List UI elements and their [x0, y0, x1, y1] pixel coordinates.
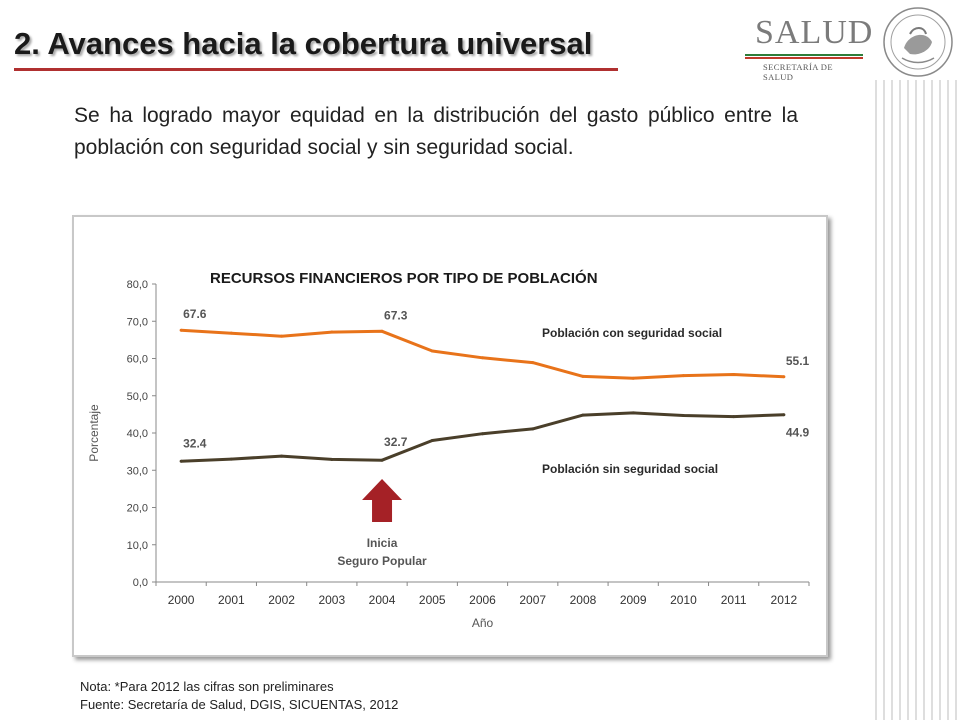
x-tick-label: 2006: [469, 593, 496, 607]
data-label: 55.1: [786, 354, 810, 368]
x-axis-title: Año: [472, 616, 494, 630]
data-point-con-seguridad: [531, 361, 535, 365]
data-point-con-seguridad: [782, 375, 786, 379]
x-tick-label: 2004: [369, 593, 396, 607]
logo-subtitle: SECRETARÍA DE SALUD: [763, 62, 833, 82]
data-point-sin-seguridad: [229, 457, 233, 461]
x-tick-label: 2000: [168, 593, 195, 607]
data-label: 32.4: [183, 436, 207, 450]
y-tick-label: 50,0: [127, 391, 148, 403]
x-tick-label: 2008: [570, 593, 597, 607]
y-tick-label: 10,0: [127, 540, 148, 552]
data-point-sin-seguridad: [179, 459, 183, 463]
y-axis-title: Porcentaje: [87, 404, 101, 462]
data-label: 67.3: [384, 308, 408, 322]
y-tick-label: 70,0: [127, 316, 148, 328]
data-point-sin-seguridad: [330, 457, 334, 461]
note-text: Nota: *Para 2012 las cifras son prelimin…: [80, 679, 334, 694]
logo-stripe-red: [745, 57, 863, 59]
annotation-line1: Inicia: [367, 536, 398, 550]
data-point-sin-seguridad: [531, 427, 535, 431]
salud-logo: SALUD SECRETARÍA DE SALUD: [745, 12, 872, 82]
intro-text: Se ha logrado mayor equidad en la distri…: [74, 104, 798, 159]
x-tick-label: 2011: [721, 593, 747, 607]
y-tick-label: 0,0: [133, 577, 148, 589]
data-point-con-seguridad: [229, 331, 233, 335]
x-tick-label: 2003: [318, 593, 345, 607]
legend-label-con-seguridad: Población con seguridad social: [542, 326, 722, 340]
data-point-sin-seguridad: [430, 438, 434, 442]
legend-label-sin-seguridad: Población sin seguridad social: [542, 462, 718, 476]
data-point-sin-seguridad: [280, 454, 284, 458]
data-point-con-seguridad: [631, 376, 635, 380]
x-tick-label: 2007: [519, 593, 546, 607]
source-text: Fuente: Secretaría de Salud, DGIS, SICUE…: [80, 697, 399, 712]
slide-title: 2. Avances hacia la cobertura universal: [14, 26, 593, 61]
x-tick-label: 2001: [218, 593, 245, 607]
data-point-con-seguridad: [732, 373, 736, 377]
y-tick-label: 30,0: [127, 465, 148, 477]
data-point-sin-seguridad: [581, 413, 585, 417]
seguro-popular-arrow-icon: [362, 479, 403, 522]
annotation-line2: Seguro Popular: [337, 554, 427, 568]
line-chart: RECURSOS FINANCIEROS POR TIPO DE POBLACI…: [87, 269, 810, 630]
data-label: 67.6: [183, 307, 207, 321]
data-point-sin-seguridad: [380, 458, 384, 462]
x-tick-label: 2005: [419, 593, 446, 607]
logo-stripe-green: [745, 54, 863, 56]
series-line-sin-seguridad: [181, 411, 784, 463]
data-point-sin-seguridad: [631, 411, 635, 415]
data-point-con-seguridad: [179, 328, 183, 332]
chart-frame: RECURSOS FINANCIEROS POR TIPO DE POBLACI…: [72, 215, 828, 657]
y-tick-label: 60,0: [127, 354, 148, 366]
data-point-con-seguridad: [430, 349, 434, 353]
y-tick-label: 40,0: [127, 428, 148, 440]
data-point-sin-seguridad: [732, 415, 736, 419]
data-point-con-seguridad: [681, 374, 685, 378]
x-tick-label: 2010: [670, 593, 697, 607]
decorative-vertical-lines: [875, 80, 957, 720]
data-label: 44.9: [786, 426, 810, 440]
x-tick-label: 2002: [268, 593, 295, 607]
data-label: 32.7: [384, 435, 408, 449]
data-point-sin-seguridad: [681, 413, 685, 417]
footnotes: Nota: *Para 2012 las cifras son prelimin…: [80, 678, 398, 714]
y-tick-label: 80,0: [127, 279, 148, 291]
coat-of-arms-seal-icon: [883, 7, 953, 77]
y-tick-label: 20,0: [127, 503, 148, 515]
x-tick-label: 2012: [771, 593, 798, 607]
data-point-con-seguridad: [330, 330, 334, 334]
data-point-con-seguridad: [481, 356, 484, 360]
data-point-con-seguridad: [581, 374, 585, 378]
logo-brand: SALUD: [755, 14, 874, 51]
x-tick-label: 2009: [620, 593, 647, 607]
data-point-con-seguridad: [280, 334, 284, 338]
data-point-con-seguridad: [380, 329, 384, 333]
title-underline: [14, 68, 618, 71]
data-point-sin-seguridad: [782, 413, 786, 417]
data-point-sin-seguridad: [481, 432, 484, 436]
chart-title: RECURSOS FINANCIEROS POR TIPO DE POBLACI…: [210, 269, 598, 287]
